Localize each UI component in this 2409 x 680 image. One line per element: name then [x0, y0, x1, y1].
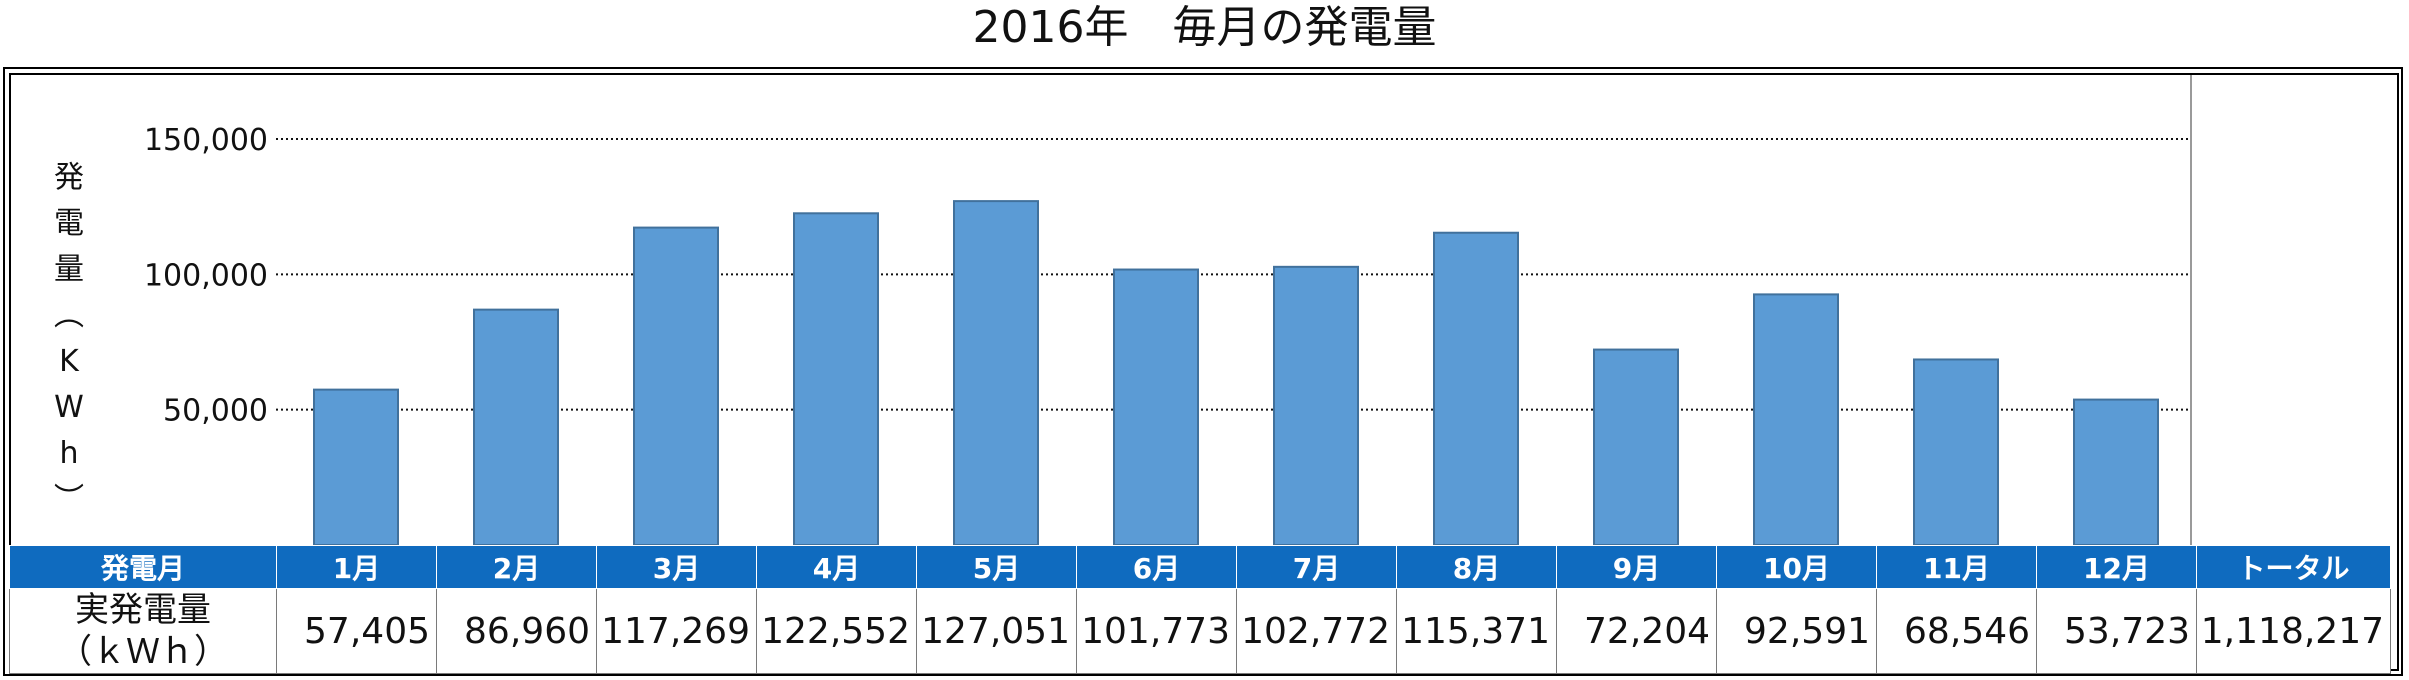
bar-10 — [1753, 293, 1839, 546]
chart-title: 2016年 毎月の発電量 — [972, 2, 1437, 53]
header-cell-month: 3月 — [596, 545, 757, 589]
table-value-row: 実発電量 （ｋＷｈ） 57,405 86,960 117,269 122,552… — [9, 588, 2391, 674]
header-cell-month: 1月 — [276, 545, 437, 589]
header-cell-month: 5月 — [916, 545, 1077, 589]
value-cell: 127,051 — [916, 588, 1077, 674]
value-cell: 101,773 — [1076, 588, 1237, 674]
header-cell-month: 12月 — [2036, 545, 2197, 589]
value-cell: 122,552 — [756, 588, 917, 674]
bar-1 — [313, 388, 399, 547]
value-cell-total: 1,118,217 — [2196, 588, 2391, 674]
y-axis-label-char: h — [59, 436, 79, 471]
header-cell-total: トータル — [2196, 545, 2391, 589]
header-cell-month: 6月 — [1076, 545, 1237, 589]
bar-5 — [953, 200, 1039, 546]
plot-right-divider — [2190, 75, 2192, 545]
bar-2 — [473, 308, 559, 546]
value-cell: 72,204 — [1556, 588, 1717, 674]
value-cell: 102,772 — [1236, 588, 1397, 674]
header-cell-month: 8月 — [1396, 545, 1557, 589]
value-cell: 117,269 — [596, 588, 757, 674]
table-header-row: 発電月 1月 2月 3月 4月 5月 6月 7月 8月 9月 10月 11月 1… — [9, 545, 2391, 589]
header-cell-month: 2月 — [436, 545, 597, 589]
bar-6 — [1113, 268, 1199, 546]
bar-12 — [2073, 398, 2159, 546]
value-cell: 53,723 — [2036, 588, 2197, 674]
value-cell: 115,371 — [1396, 588, 1557, 674]
header-cell-month: 4月 — [756, 545, 917, 589]
header-cell-month: 10月 — [1716, 545, 1877, 589]
bar-7 — [1273, 265, 1359, 546]
y-axis-label: 発 電 量 ︵ K W h ︶ — [44, 155, 94, 523]
y-axis-label-char: 量 — [54, 252, 84, 287]
y-tick-label: 50,000 — [163, 394, 268, 429]
y-axis-label-char: W — [54, 390, 84, 425]
data-table: 発電月 1月 2月 3月 4月 5月 6月 7月 8月 9月 10月 11月 1… — [9, 545, 2391, 674]
header-cell-month: 7月 — [1236, 545, 1397, 589]
row-label-unit: （ｋＷｈ） — [58, 632, 228, 672]
row-label-line: 実発電量 — [75, 590, 211, 630]
y-axis-label-char: K — [59, 344, 79, 379]
value-cell: 68,546 — [1876, 588, 2037, 674]
header-cell-month-label: 発電月 — [9, 545, 277, 589]
value-cell: 57,405 — [276, 588, 437, 674]
header-cell-month: 11月 — [1876, 545, 2037, 589]
row-label-actual-generation: 実発電量 （ｋＷｈ） — [9, 588, 277, 674]
y-axis-label-char: ︵ — [54, 298, 84, 333]
value-cell: 86,960 — [436, 588, 597, 674]
value-cell: 92,591 — [1716, 588, 1877, 674]
outer-frame — [3, 67, 2403, 676]
y-tick-label: 150,000 — [144, 123, 268, 158]
bar-4 — [793, 212, 879, 547]
bar-9 — [1593, 348, 1679, 546]
y-axis-label-char: 電 — [54, 206, 84, 241]
y-axis-label-char: ︶ — [54, 482, 84, 517]
bar-11 — [1913, 358, 1999, 547]
bar-8 — [1433, 231, 1519, 546]
y-tick-label: 100,000 — [144, 258, 268, 293]
y-axis-label-char: 発 — [54, 160, 84, 195]
header-cell-month: 9月 — [1556, 545, 1717, 589]
bar-3 — [633, 226, 719, 546]
